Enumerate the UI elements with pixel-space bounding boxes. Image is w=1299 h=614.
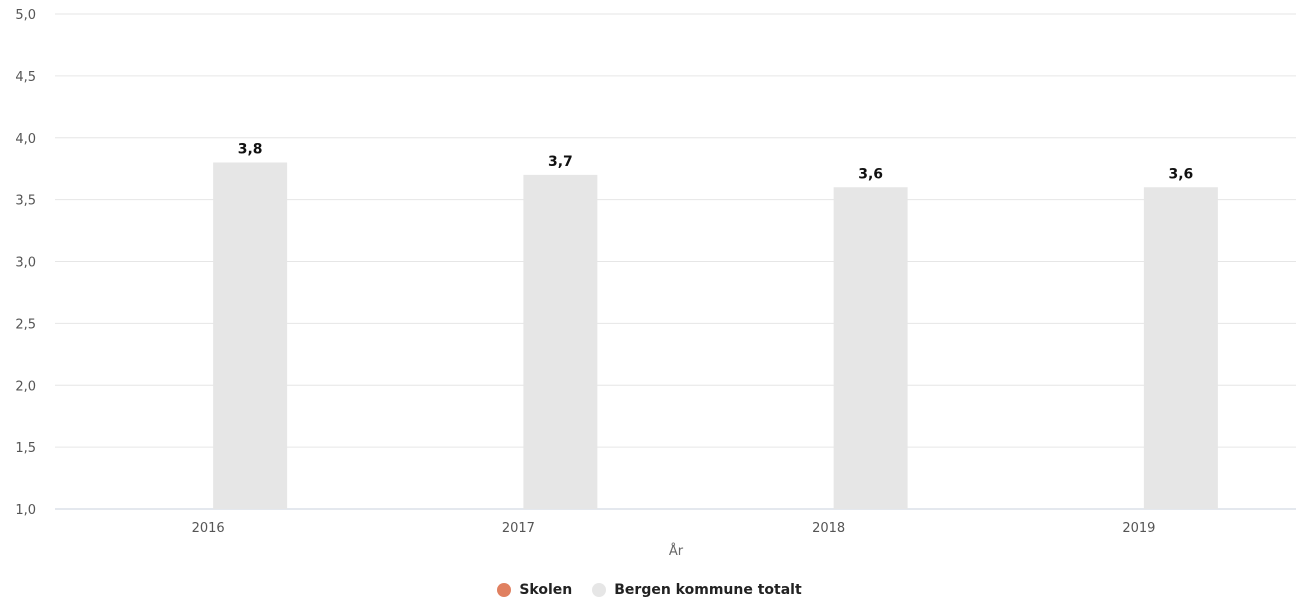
bar-bergen-2017[interactable] xyxy=(523,174,598,509)
legend-marker-skolen xyxy=(497,583,512,597)
y-tick-label: 3,0 xyxy=(15,256,36,271)
y-tick-label: 1,5 xyxy=(15,441,36,456)
x-tick-label: 2019 xyxy=(1122,521,1155,536)
y-tick-label: 3,5 xyxy=(15,194,36,209)
y-tick-label: 2,0 xyxy=(15,379,36,394)
y-tick-label: 4,0 xyxy=(15,132,36,147)
bar-bergen-2016[interactable] xyxy=(213,162,288,510)
x-tick-label: 2018 xyxy=(812,521,845,536)
data-label-2019: 3,6 xyxy=(1168,166,1193,182)
y-axis: 1,0 1,5 2,0 2,5 3,0 3,5 4,0 4,5 5,0 xyxy=(15,8,36,518)
x-tick-label: 2016 xyxy=(192,521,225,536)
x-axis: 2016 2017 2018 2019 xyxy=(192,521,1156,536)
y-tick-label: 5,0 xyxy=(15,8,36,23)
data-label-2016: 3,8 xyxy=(238,142,263,158)
legend-item-skolen[interactable]: Skolen xyxy=(497,582,572,598)
legend-marker-bergen xyxy=(592,583,607,597)
y-tick-label: 1,0 xyxy=(15,503,36,518)
legend: Skolen Bergen kommune totalt xyxy=(0,582,1299,598)
y-tick-label: 2,5 xyxy=(15,317,36,332)
x-tick-label: 2017 xyxy=(502,521,535,536)
data-label-2017: 3,7 xyxy=(548,154,573,170)
legend-item-bergen[interactable]: Bergen kommune totalt xyxy=(592,582,802,598)
bars xyxy=(213,162,1218,510)
y-tick-label: 4,5 xyxy=(15,70,36,85)
legend-label-skolen: Skolen xyxy=(519,582,573,598)
legend-label-bergen: Bergen kommune totalt xyxy=(614,582,802,598)
data-labels: 3,8 3,7 3,6 3,6 xyxy=(238,142,1194,183)
x-axis-title: År xyxy=(669,543,684,559)
bar-bergen-2018[interactable] xyxy=(833,187,908,509)
bar-bergen-2019[interactable] xyxy=(1143,187,1218,509)
data-label-2018: 3,6 xyxy=(858,166,883,182)
